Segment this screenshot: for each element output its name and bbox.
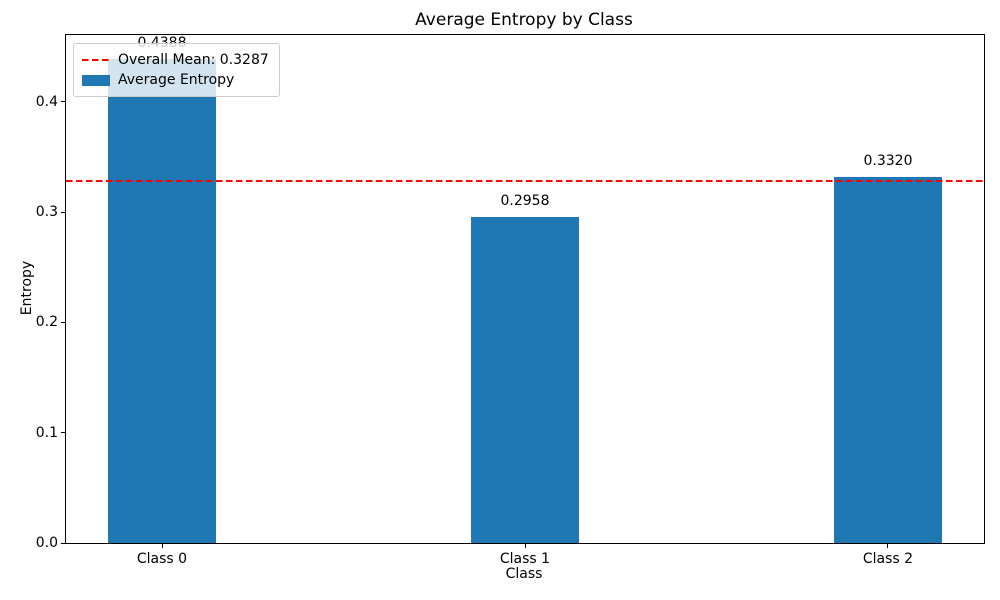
legend: Overall Mean: 0.3287 Average Entropy <box>73 43 280 97</box>
legend-label-bars: Average Entropy <box>118 72 235 88</box>
y-tick-label: 0.1 <box>35 424 58 441</box>
bar-value-label: 0.2958 <box>500 192 550 209</box>
y-tick-label: 0.3 <box>35 204 58 221</box>
y-tick-label: 0.4 <box>35 93 58 110</box>
y-tick-label: 0.2 <box>35 314 58 331</box>
x-tick-label: Class 1 <box>499 551 551 567</box>
y-tick-mark <box>61 542 65 544</box>
plot-area: Overall Mean: 0.3287 Average Entropy 0.0… <box>36 34 985 567</box>
legend-label-mean: Overall Mean: 0.3287 <box>118 52 269 68</box>
x-tick-label: Class 2 <box>862 551 914 567</box>
x-tick-mark <box>524 544 526 548</box>
y-tick-label: 0.0 <box>35 535 58 551</box>
bar-value-label: 0.3320 <box>863 152 913 169</box>
bar-class-2 <box>833 176 943 543</box>
x-tick-mark <box>161 544 163 548</box>
y-tick-mark <box>61 321 65 323</box>
y-axis-label: Entropy <box>19 260 35 316</box>
legend-entry-bars: Average Entropy <box>82 70 269 90</box>
dashed-line-icon <box>82 59 110 61</box>
overall-mean-line <box>66 179 984 182</box>
y-tick-mark <box>61 432 65 434</box>
x-tick-label: Class 0 <box>136 551 188 567</box>
chart-title: Average Entropy by Class <box>415 10 633 30</box>
legend-entry-mean: Overall Mean: 0.3287 <box>82 50 269 70</box>
x-axis-label: Class <box>505 566 543 582</box>
x-tick-mark <box>887 544 889 548</box>
y-tick-mark <box>61 101 65 103</box>
bar-class-0 <box>107 59 217 543</box>
bar-swatch-icon <box>82 74 110 86</box>
y-tick-mark <box>61 211 65 213</box>
bar-class-1 <box>470 216 580 543</box>
